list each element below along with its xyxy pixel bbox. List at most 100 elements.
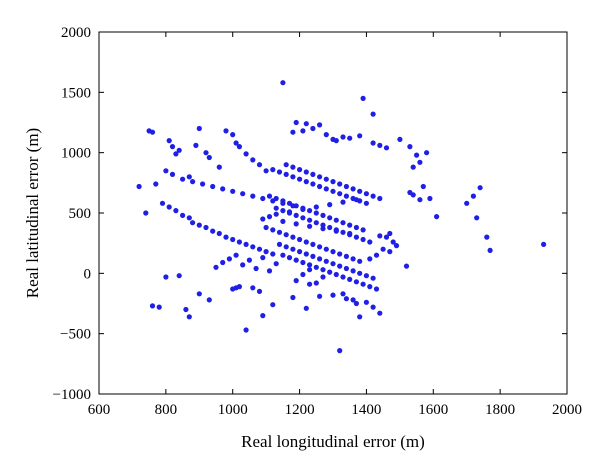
data-point bbox=[377, 195, 383, 202]
data-point bbox=[143, 210, 149, 216]
plot-area bbox=[98, 31, 568, 395]
data-point bbox=[350, 297, 356, 303]
data-point bbox=[370, 193, 376, 199]
data-point bbox=[357, 270, 363, 276]
x-tick-label: 1200 bbox=[285, 402, 315, 418]
data-point bbox=[310, 125, 316, 132]
data-point bbox=[310, 241, 316, 247]
y-tick-label: −500 bbox=[60, 327, 91, 343]
data-point bbox=[330, 188, 336, 194]
data-point bbox=[250, 157, 256, 163]
data-point bbox=[256, 288, 263, 294]
y-tick-label: 2000 bbox=[61, 25, 91, 41]
data-point bbox=[357, 314, 363, 320]
y-tick-label: 1500 bbox=[61, 85, 91, 101]
data-point bbox=[327, 269, 333, 275]
data-point bbox=[200, 181, 206, 187]
data-point bbox=[166, 204, 172, 210]
data-point bbox=[273, 195, 279, 202]
data-point bbox=[323, 132, 329, 138]
data-point bbox=[186, 174, 192, 180]
data-point bbox=[180, 176, 186, 182]
data-point bbox=[370, 275, 376, 281]
data-point bbox=[260, 195, 266, 202]
y-axis-label: Real latitudinal error (m) bbox=[23, 128, 42, 298]
data-point bbox=[373, 252, 380, 258]
data-point bbox=[300, 206, 306, 212]
data-point bbox=[363, 191, 369, 197]
data-point bbox=[293, 212, 299, 218]
data-point bbox=[286, 209, 293, 215]
data-point bbox=[293, 257, 299, 263]
data-point bbox=[300, 215, 306, 221]
data-point bbox=[303, 169, 309, 175]
data-point bbox=[260, 255, 266, 261]
data-point bbox=[159, 200, 166, 206]
data-point bbox=[240, 191, 246, 197]
data-point bbox=[266, 214, 273, 220]
data-point bbox=[180, 212, 186, 218]
data-point bbox=[320, 274, 326, 280]
data-point bbox=[293, 221, 299, 227]
data-point bbox=[280, 252, 286, 258]
data-point bbox=[297, 167, 303, 173]
data-point bbox=[303, 251, 309, 257]
data-point bbox=[360, 95, 366, 101]
data-point bbox=[273, 261, 279, 267]
x-tick-label: 1000 bbox=[218, 402, 248, 418]
data-point bbox=[347, 222, 353, 228]
data-point bbox=[340, 199, 346, 205]
data-point bbox=[286, 200, 293, 206]
data-point bbox=[350, 268, 356, 274]
data-point bbox=[327, 202, 333, 208]
data-point bbox=[360, 236, 366, 243]
data-point bbox=[477, 185, 483, 191]
data-point bbox=[340, 229, 346, 235]
data-point bbox=[353, 234, 359, 240]
x-tick-label: 1800 bbox=[485, 402, 515, 418]
data-point bbox=[323, 186, 329, 192]
data-point bbox=[286, 255, 293, 261]
data-point bbox=[290, 164, 296, 170]
data-point bbox=[343, 296, 349, 302]
data-point bbox=[226, 256, 232, 262]
data-point bbox=[260, 216, 266, 222]
data-point bbox=[283, 162, 289, 168]
data-point bbox=[196, 222, 202, 228]
data-point bbox=[297, 249, 303, 255]
data-point bbox=[323, 246, 329, 252]
data-point bbox=[250, 193, 256, 199]
data-point bbox=[387, 230, 393, 237]
data-point bbox=[317, 244, 323, 250]
data-point bbox=[410, 164, 416, 170]
data-point bbox=[190, 220, 196, 226]
data-point bbox=[327, 224, 333, 231]
data-point bbox=[300, 128, 306, 134]
y-tick-label: 500 bbox=[69, 206, 92, 222]
data-point bbox=[307, 281, 313, 287]
data-point bbox=[190, 179, 196, 185]
data-point bbox=[367, 239, 373, 245]
data-point bbox=[337, 263, 343, 269]
data-point bbox=[337, 191, 343, 197]
data-point bbox=[266, 193, 273, 199]
data-point bbox=[266, 268, 273, 274]
data-point bbox=[320, 222, 326, 228]
data-points bbox=[136, 80, 547, 354]
data-point bbox=[363, 299, 369, 305]
data-point bbox=[333, 228, 339, 234]
data-point bbox=[193, 142, 199, 148]
data-point bbox=[243, 151, 249, 157]
data-point bbox=[541, 241, 547, 247]
data-point bbox=[343, 193, 349, 199]
data-point bbox=[353, 300, 359, 307]
data-point bbox=[323, 176, 329, 182]
data-point bbox=[350, 186, 356, 192]
data-point bbox=[276, 241, 283, 247]
y-tick-label: 0 bbox=[84, 266, 92, 282]
data-point bbox=[283, 232, 289, 238]
data-point bbox=[280, 198, 286, 204]
data-point bbox=[347, 230, 353, 237]
data-point bbox=[163, 168, 169, 174]
data-point bbox=[360, 281, 366, 287]
